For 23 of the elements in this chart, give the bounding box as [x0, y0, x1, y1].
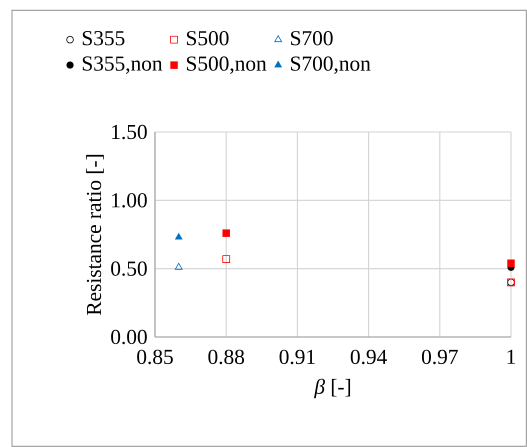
point	[222, 255, 230, 263]
point	[507, 259, 515, 267]
x-tick-label: 0.85	[137, 350, 173, 364]
legend-label: S500	[186, 31, 229, 46]
legend-label: S500,non	[186, 56, 266, 74]
y-tick-label: 1.00	[112, 193, 147, 208]
point	[175, 232, 182, 240]
legend-label: S700,non	[291, 56, 371, 74]
x-tick-label: 0.91	[280, 350, 315, 364]
x-tick-label: 0.88	[208, 350, 244, 364]
x-tick-label: 0.94	[350, 350, 387, 364]
point	[222, 229, 230, 237]
legend-label: S700	[291, 31, 333, 46]
y-tick-label: 0.50	[111, 261, 147, 276]
x-tick-label: 1	[508, 350, 516, 364]
x-tick-label: 0.97	[422, 350, 458, 364]
y-tick-label: 1.50	[112, 124, 147, 140]
legend-label: S355,non	[82, 56, 162, 74]
legend-label: S355	[82, 31, 124, 46]
x-axis-title: β [-]	[314, 378, 350, 398]
y-tick-label: 0.00	[111, 330, 147, 344]
y-axis-title: Resistance ratio [-]	[86, 154, 104, 316]
point	[174, 262, 183, 270]
